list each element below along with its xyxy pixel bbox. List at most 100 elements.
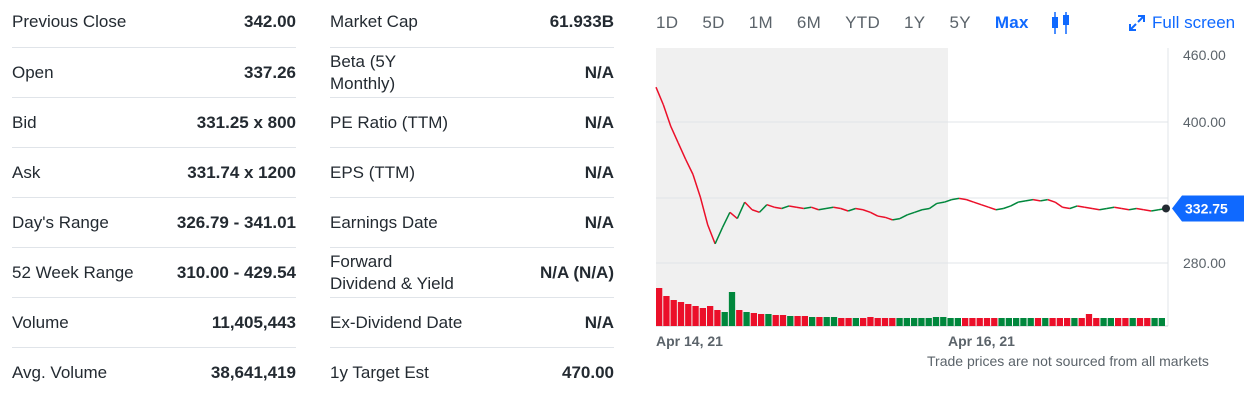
price-segment (774, 206, 782, 210)
price-segment (729, 211, 738, 220)
stat-value: 337.26 (244, 63, 296, 82)
trade-prices-note: Trade prices are not sourced from all ma… (927, 353, 1209, 369)
price-segment (988, 206, 997, 211)
volume-bar (860, 318, 867, 326)
price-segment (751, 209, 760, 213)
price-segment (810, 206, 819, 211)
stat-row-eps: EPS (TTM) N/A (330, 148, 614, 198)
stat-row-avg-volume: Avg. Volume 38,641,419 (12, 348, 296, 398)
volume-bar (1042, 318, 1049, 326)
price-segment (655, 86, 665, 106)
stat-value: 331.25 x 800 (196, 113, 296, 132)
volume-bar (1013, 318, 1020, 326)
stat-row-beta: Beta (5Y Monthly) N/A (330, 48, 614, 98)
expand-arrows-icon (1128, 14, 1146, 32)
price-segment (818, 207, 827, 211)
volume-bar (1151, 318, 1158, 326)
stat-row-1y-target: 1y Target Est 470.00 (330, 348, 614, 398)
stat-value: N/A (584, 313, 614, 332)
volume-bar (1144, 318, 1151, 326)
stat-label-line: Beta (5Y (330, 52, 397, 71)
summary-stats-right: Market Cap 61.933B Beta (5Y Monthly) N/A… (330, 0, 614, 398)
stat-row-pe-ratio: PE Ratio (TTM) N/A (330, 98, 614, 148)
price-segment (847, 207, 856, 212)
volume-bar (728, 292, 736, 326)
stat-label: Previous Close (12, 12, 127, 31)
price-segment (951, 197, 960, 201)
volume-bar (940, 317, 947, 326)
price-segment (736, 201, 746, 219)
stat-row-forward-dividend: Forward Dividend & Yield N/A (N/A) (330, 248, 614, 298)
volume-bar (1071, 318, 1078, 326)
range-button-ytd[interactable]: YTD (845, 13, 881, 32)
volume-bar (947, 318, 954, 326)
volume-bar (889, 318, 896, 326)
range-button-max[interactable]: Max (994, 13, 1029, 32)
candlestick-icon[interactable] (1048, 10, 1074, 36)
price-segment (980, 203, 989, 208)
volume-bar (721, 312, 728, 326)
stat-label: Earnings Date (330, 213, 438, 232)
volume-bar (801, 316, 808, 326)
volume-bar (976, 318, 983, 326)
y-tick-label: 280.00 (1183, 255, 1226, 271)
price-chart[interactable]: 460.00 400.00 280.00 Apr 14, 21 Apr 16, … (640, 40, 1250, 355)
stat-value: N/A (584, 113, 614, 132)
volume-bar (1078, 318, 1085, 326)
range-button-6m[interactable]: 6M (796, 13, 822, 32)
stat-row-volume: Volume 11,405,443 (12, 298, 296, 348)
stat-value: N/A (584, 63, 614, 82)
price-segment (1062, 206, 1071, 210)
price-segment (973, 201, 982, 206)
volume-bar (1100, 318, 1107, 326)
volume-bar (845, 318, 852, 326)
stat-value: N/A (584, 163, 614, 182)
price-segment (877, 215, 886, 219)
volume-bar (1034, 318, 1042, 326)
volume-bar (1122, 318, 1129, 326)
stat-row-previous-close: Previous Close 342.00 (12, 0, 296, 48)
range-button-1y[interactable]: 1Y (904, 13, 926, 32)
volume-bar (838, 318, 845, 326)
range-button-1d[interactable]: 1D (656, 13, 679, 32)
x-tick-label: Apr 16, 21 (948, 333, 1015, 349)
stat-row-open: Open 337.26 (12, 48, 296, 98)
stat-label: Day's Range (12, 213, 109, 232)
stat-label: 1y Target Est (330, 363, 429, 382)
range-button-5d[interactable]: 5D (702, 13, 725, 32)
full-screen-button[interactable]: Full screen (1128, 10, 1235, 36)
price-segment (684, 158, 694, 175)
volume-bar (1093, 318, 1100, 326)
stat-row-ex-dividend-date: Ex-Dividend Date N/A (330, 298, 614, 348)
price-segment (870, 211, 879, 217)
volume-bar (707, 306, 714, 326)
price-segment (840, 207, 849, 212)
price-segment (766, 203, 775, 208)
volume-bar (663, 296, 670, 326)
volume-bar (1158, 318, 1165, 326)
stat-row-earnings-date: Earnings Date N/A (330, 198, 614, 248)
stat-label: 52 Week Range (12, 263, 134, 282)
price-segment (662, 104, 672, 127)
price-segment (892, 217, 901, 221)
volume-bar (736, 310, 743, 326)
volume-bar (1136, 318, 1144, 326)
stat-label: Avg. Volume (12, 363, 108, 382)
price-segment (1136, 207, 1144, 211)
range-button-1m[interactable]: 1M (748, 13, 773, 32)
volume-bar (787, 316, 794, 326)
volume-bar (903, 318, 910, 326)
volume-bar (779, 315, 787, 326)
price-segment (803, 206, 812, 210)
volume-bar (1085, 314, 1093, 326)
range-button-5y[interactable]: 5Y (949, 13, 971, 32)
price-segment (1003, 205, 1012, 210)
stat-value: N/A (N/A) (540, 263, 614, 282)
volume-bar (881, 318, 889, 326)
x-tick-label: Apr 14, 21 (656, 333, 723, 349)
volume-bar (954, 318, 961, 326)
stat-value: 470.00 (562, 363, 614, 382)
stat-label: EPS (TTM) (330, 163, 415, 182)
volume-bar (1056, 318, 1063, 326)
volume-bar (670, 300, 677, 326)
